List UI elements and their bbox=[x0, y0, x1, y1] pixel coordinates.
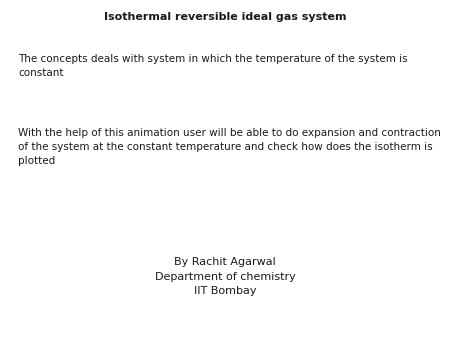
Text: Isothermal reversible ideal gas system: Isothermal reversible ideal gas system bbox=[104, 12, 346, 22]
Text: By Rachit Agarwal
Department of chemistry
IIT Bombay: By Rachit Agarwal Department of chemistr… bbox=[155, 257, 295, 296]
Text: With the help of this animation user will be able to do expansion and contractio: With the help of this animation user wil… bbox=[18, 128, 441, 166]
Text: The concepts deals with system in which the temperature of the system is
constan: The concepts deals with system in which … bbox=[18, 54, 408, 78]
